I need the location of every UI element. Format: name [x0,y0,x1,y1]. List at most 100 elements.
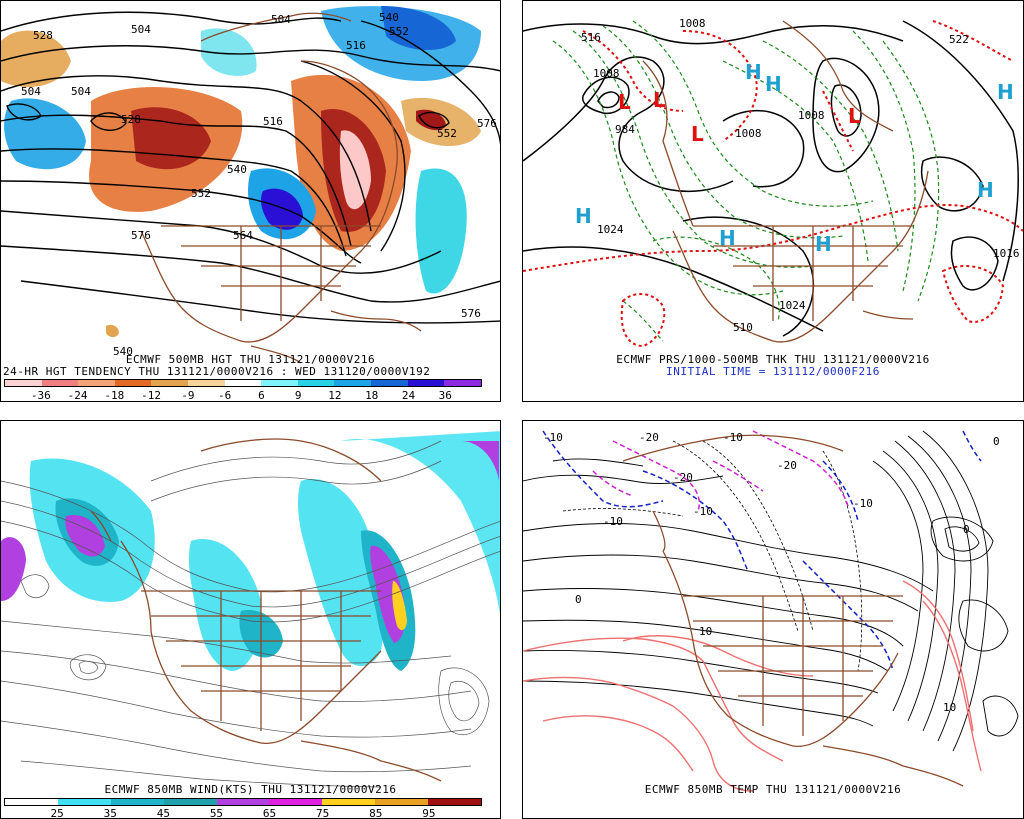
isobar-label: 1008 [735,127,762,140]
colorbar-label: 9 [294,389,302,402]
colorbar-label: 25 [50,807,64,819]
high-pressure-marker: H [745,60,762,84]
coastlines [90,438,442,782]
colorbar-segment [224,380,262,386]
colorbar-segment [407,380,445,386]
map-caption-line2: 24-HR HGT TENDENCY THU 131121/0000V216 :… [3,365,431,378]
contour-label: 516 [346,39,366,52]
colorbar-label: 18 [365,389,379,402]
contour-label: 552 [437,127,457,140]
colorbar-segment [297,380,335,386]
colorbar-label: 36 [438,389,452,402]
isotherm-label: -20 [639,431,659,444]
colorbar-segment [428,799,482,805]
colorbar-label: 35 [103,807,117,819]
coastlines [642,20,929,343]
contour-label: 552 [191,187,211,200]
colorbar-segment [444,380,481,386]
colorbar-label: 75 [316,807,330,819]
contour-label: 576 [461,307,481,320]
map-caption-line2: INITIAL TIME = 131112/0000F216 [666,365,880,378]
colorbar-label: -9 [181,389,195,402]
isotherm-label: -10 [853,497,873,510]
tendency-colorbar [4,379,482,387]
isotherm-label: -10 [723,431,743,444]
wind-speed-colorbar [4,798,482,806]
colorbar-segment [261,380,298,386]
panel-pressure-thickness: L L L L H H H H H H H 1008 516 1008 984 … [522,0,1024,402]
contour-label: 564 [233,229,253,242]
colorbar-label: -6 [217,389,232,402]
low-pressure-marker: L [653,88,666,112]
wind-speed-colorbar-labels: 25 35 45 55 65 75 85 95 [4,807,482,819]
colorbar-segment [322,799,376,805]
isobar-label: 1024 [779,299,806,312]
thickness-label: 522 [949,33,969,46]
colorbar-label: 95 [422,807,436,819]
coastlines [140,12,422,364]
isobar-label: 1024 [597,223,624,236]
coastlines [622,434,964,787]
isotherm-label: -10 [693,505,713,518]
colorbar-label: 45 [156,807,170,819]
contour-label: 540 [113,345,133,358]
colorbar-label: 65 [262,807,277,819]
high-pressure-marker: H [977,178,994,202]
contour-label: 528 [121,113,141,126]
cold-isotherms-magenta [592,430,849,512]
colorbar-label: 6 [258,389,265,402]
thickness-contours-green [552,20,940,342]
colorbar-label: -24 [67,389,88,402]
colorbar-segment [188,380,225,386]
low-pressure-marker: L [618,90,631,114]
colorbar-segment [5,380,42,386]
tendency-colorbar-labels: -36 -24 -18 -12 -9 -6 6 9 12 18 24 36 [4,389,482,401]
low-pressure-marker: L [848,104,861,128]
isobar-label: 984 [615,123,635,136]
contour-label: 504 [271,13,291,26]
high-pressure-marker: H [815,232,832,256]
colorbar-segment [78,380,115,386]
map-850mb-wind [1,431,500,788]
contour-label: 516 [263,115,283,128]
temperature-contours [523,430,1019,752]
isobar-label: 1016 [993,247,1020,260]
height-contour-labels: 528 504 504 540 552 504 528 540 552 516 … [21,11,497,358]
isotherm-label: 0 [575,593,582,606]
isotherm-label: -10 [543,431,563,444]
map-caption-line1: ECMWF 850MB WIND(KTS) THU 131121/0000V21… [104,783,397,796]
panel-850mb-temperature: -10 -20 -20 -10 -20 -10 0 0 10 -10 0 10 … [522,420,1024,819]
panel-500mb-height: 528 504 504 540 552 504 528 540 552 516 … [0,0,501,402]
isobar-labels: 1008 516 1008 984 1024 1024 1016 510 100… [581,17,1020,334]
thickness-contours-red [523,20,1023,348]
pressure-centers: L L L L H H H H H H H [575,60,1014,256]
colorbar-segment [41,380,79,386]
high-pressure-marker: H [765,72,782,96]
isobar-label: 1008 [679,17,706,30]
colorbar-segment [269,799,323,805]
warm-isotherms [523,580,982,792]
contour-label: 552 [389,25,409,38]
isotherm-label: 0 [963,523,970,536]
isotherm-label: -10 [603,515,623,528]
thickness-label: 516 [581,31,601,44]
colorbar-label: 55 [209,807,224,819]
isotherm-label: -20 [673,471,693,484]
colorbar-segment [110,799,164,805]
contour-label: 576 [477,117,497,130]
map-500mb-height: 528 504 504 540 552 504 528 540 552 516 … [1,6,500,364]
contour-label: 576 [131,229,151,242]
panel-850mb-wind: ECMWF 850MB WIND(KTS) THU 131121/0000V21… [0,420,501,819]
high-pressure-marker: H [719,226,736,250]
colorbar-segment [151,380,189,386]
colorbar-label: -18 [104,389,125,402]
low-pressure-marker: L [691,122,704,146]
thickness-label: 510 [733,321,753,334]
colorbar-segment [375,799,429,805]
colorbar-label: 24 [401,389,416,402]
isotherm-label: -20 [777,459,797,472]
map-850mb-temperature: -10 -20 -20 -10 -20 -10 0 0 10 -10 0 10 … [523,430,1019,792]
high-pressure-marker: H [997,80,1014,104]
colorbar-label: 85 [369,807,383,819]
streamlines [1,440,500,788]
